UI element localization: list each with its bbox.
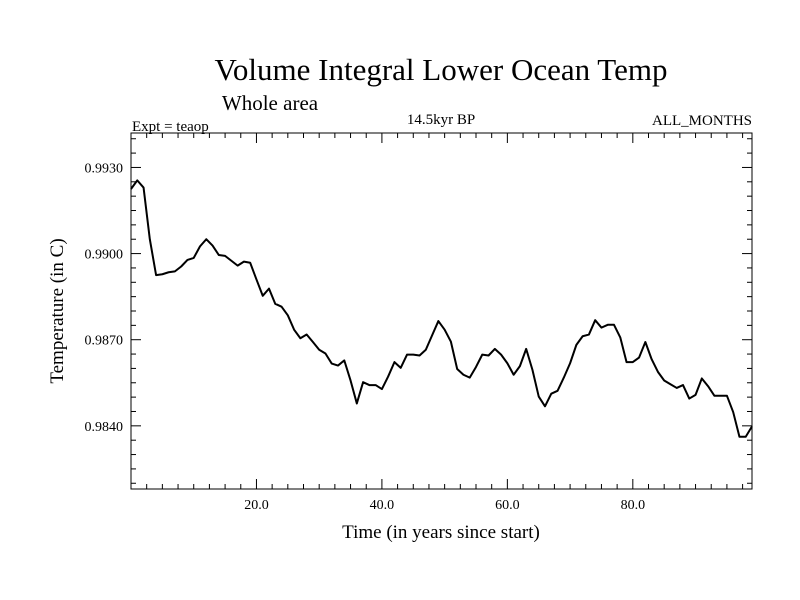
experiment-label: Expt = teaop	[132, 119, 209, 135]
x-tick-label: 20.0	[244, 498, 269, 513]
chart-subtitle: Whole area	[222, 91, 319, 115]
axis-ticks	[131, 133, 752, 489]
x-axis-label: Time (in years since start)	[342, 522, 540, 543]
x-tick-label: 40.0	[370, 498, 395, 513]
x-tick-label: 60.0	[495, 498, 520, 513]
y-tick-label: 0.9900	[85, 248, 124, 263]
series-line-temperature	[130, 179, 753, 438]
tick-labels: 20.0 40.0 60.0 80.0 0.9840 0.9870 0.9900 0.9930	[85, 161, 646, 513]
period-label: 14.5kyr BP	[407, 112, 475, 128]
months-label: ALL_MONTHS	[652, 113, 752, 129]
chart-title: Volume Integral Lower Ocean Temp	[215, 52, 668, 87]
plot-frame	[130, 132, 753, 490]
y-tick-label: 0.9840	[85, 420, 124, 435]
x-tick-label: 80.0	[621, 498, 646, 513]
y-tick-label: 0.9930	[85, 161, 124, 176]
y-tick-label: 0.9870	[85, 334, 124, 349]
y-axis-label: Temperature (in C)	[47, 238, 68, 383]
